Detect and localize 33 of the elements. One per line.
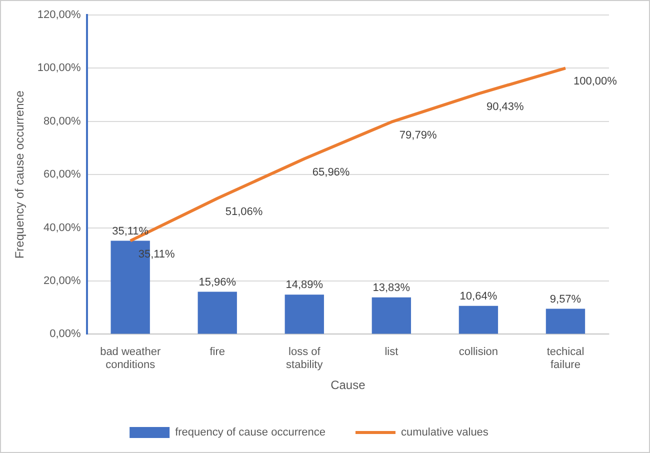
x-tick-label: techical failure: [546, 346, 584, 372]
y-axis-title: Frequency of cause occurrence: [12, 90, 27, 259]
x-tick-label: list: [384, 346, 398, 358]
y-tick-label: 120,00%: [37, 9, 82, 22]
data-label: 35,11%: [112, 225, 149, 238]
y-tick-label: 100,00%: [37, 62, 82, 74]
data-label: 10,64%: [460, 290, 498, 302]
data-label: 100,00%: [573, 76, 618, 88]
bar: [284, 294, 324, 334]
x-axis-title: Cause: [330, 378, 366, 392]
legend-label: frequency of cause occurrence: [175, 426, 326, 439]
y-tick-label: 40,00%: [44, 222, 82, 234]
x-tick-label: loss of stability: [286, 346, 324, 372]
y-tick-label: 60,00%: [44, 168, 82, 181]
data-label: 65,96%: [312, 166, 350, 178]
data-label: 13,83%: [372, 282, 410, 294]
bar: [372, 297, 412, 334]
x-tick-label: bad weather conditions: [100, 346, 161, 372]
data-label: 14,89%: [286, 279, 324, 292]
data-label: 15,96%: [198, 276, 236, 288]
legend-label: cumulative values: [400, 426, 489, 439]
data-label: 51,06%: [225, 206, 263, 218]
data-label: 79,79%: [399, 129, 437, 142]
x-tick-label: collision: [458, 346, 498, 358]
y-tick-label: 80,00%: [44, 115, 82, 128]
y-tick-label: 0,00%: [50, 328, 82, 340]
bar: [546, 308, 586, 334]
data-label: 9,57%: [550, 293, 582, 306]
x-tick-label: fire: [210, 346, 226, 358]
bar: [458, 306, 498, 334]
y-tick-label: 20,00%: [44, 275, 82, 288]
data-label: 90,43%: [486, 101, 524, 114]
bar: [198, 292, 237, 334]
